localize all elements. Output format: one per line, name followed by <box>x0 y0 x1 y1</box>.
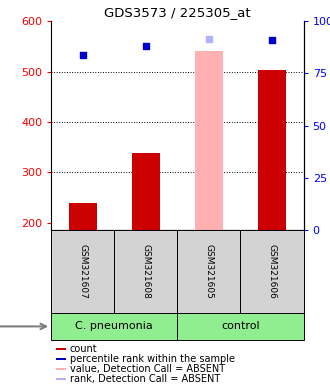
Bar <box>178 230 241 313</box>
Bar <box>241 230 304 313</box>
Bar <box>132 153 160 230</box>
Bar <box>114 230 178 313</box>
Text: percentile rank within the sample: percentile rank within the sample <box>70 354 235 364</box>
Text: control: control <box>221 321 260 331</box>
Point <box>269 37 275 43</box>
Bar <box>56 368 66 370</box>
Bar <box>56 358 66 360</box>
Bar <box>56 348 66 350</box>
Bar <box>51 313 178 340</box>
Bar <box>69 203 97 230</box>
Text: rank, Detection Call = ABSENT: rank, Detection Call = ABSENT <box>70 374 220 384</box>
Text: GSM321606: GSM321606 <box>268 244 277 299</box>
Text: C. pneumonia: C. pneumonia <box>75 321 153 331</box>
Text: GSM321608: GSM321608 <box>141 244 150 299</box>
Bar <box>195 51 223 230</box>
Text: count: count <box>70 344 97 354</box>
Point <box>206 36 212 42</box>
Text: value, Detection Call = ABSENT: value, Detection Call = ABSENT <box>70 364 225 374</box>
Bar <box>258 70 286 230</box>
Bar <box>178 313 304 340</box>
Title: GDS3573 / 225305_at: GDS3573 / 225305_at <box>104 5 251 18</box>
Bar <box>51 230 114 313</box>
Bar <box>56 378 66 380</box>
Point <box>143 43 148 50</box>
Text: GSM321607: GSM321607 <box>78 244 87 299</box>
Point <box>80 52 85 58</box>
Text: GSM321605: GSM321605 <box>204 244 214 299</box>
